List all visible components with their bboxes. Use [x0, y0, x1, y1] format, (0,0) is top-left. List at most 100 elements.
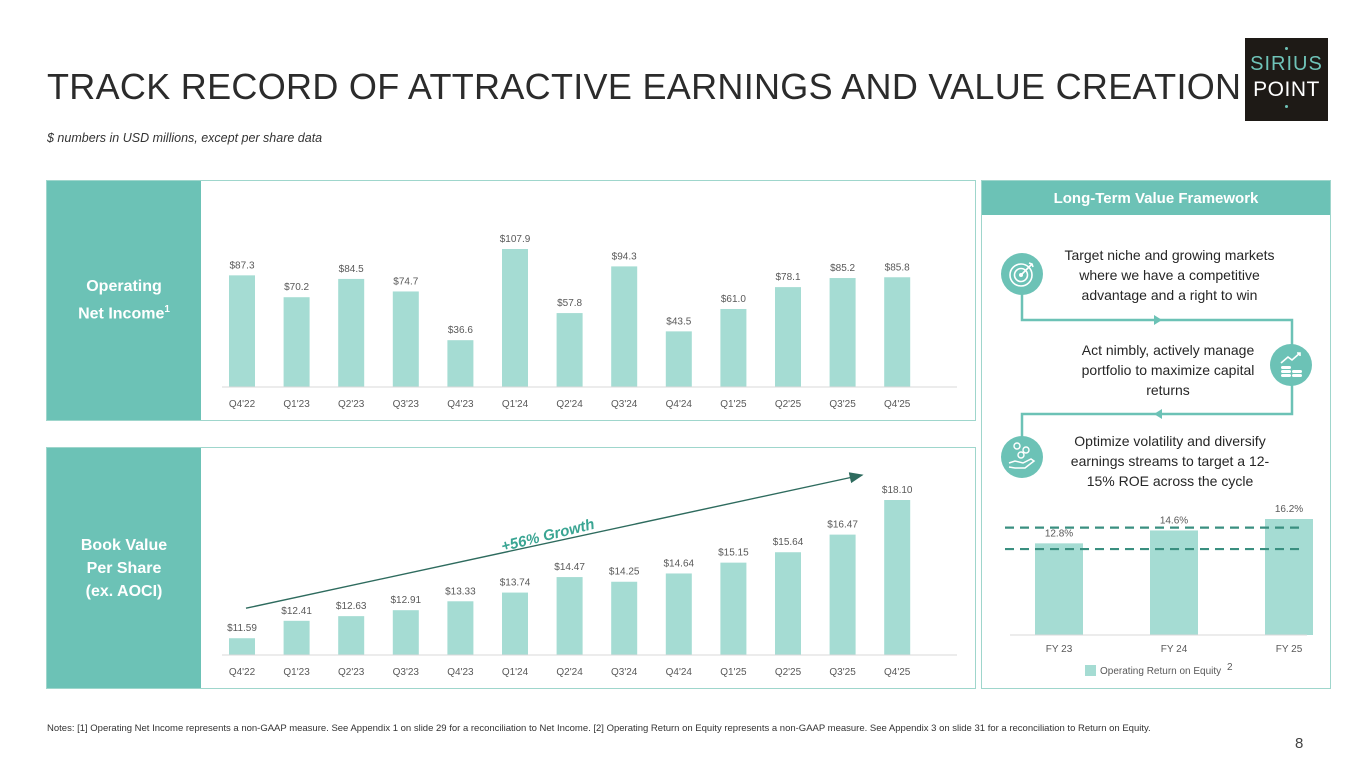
page-number: 8 [1295, 735, 1304, 752]
bar [611, 581, 638, 655]
category-label: Q4'24 [666, 667, 693, 678]
income-label-line2: Net Income [78, 305, 165, 323]
data-label: $14.25 [609, 567, 640, 578]
data-label: $107.9 [500, 234, 531, 245]
bar [556, 313, 583, 387]
data-label: $15.15 [718, 548, 749, 559]
growth-arrow [245, 472, 864, 609]
category-label: Q4'25 [884, 667, 911, 678]
category-label: Q3'24 [611, 667, 638, 678]
logo-text-bottom: POINT [1253, 78, 1320, 101]
category-label: FY 24 [1161, 644, 1188, 655]
bar [665, 331, 692, 387]
data-label: $57.8 [557, 298, 582, 309]
data-label: $14.47 [554, 562, 585, 573]
bar [502, 592, 528, 655]
category-label: FY 25 [1276, 644, 1303, 655]
bar [720, 308, 747, 387]
footnotes: Notes: [1] Operating Net Income represen… [47, 723, 1151, 734]
category-label: Q4'22 [229, 399, 256, 410]
bar [283, 297, 310, 387]
bar [1035, 543, 1083, 635]
data-label: $12.63 [336, 601, 367, 612]
category-label: Q2'25 [775, 399, 802, 410]
data-label: $87.3 [229, 260, 254, 271]
data-label: $78.1 [775, 272, 800, 283]
bar [229, 638, 255, 655]
bar [502, 249, 528, 387]
data-label: $18.10 [882, 485, 913, 496]
book-value-panel: Book Value Per Share (ex. AOCI) $11.59 Q4… [46, 447, 976, 689]
bvps-label-line3: (ex. AOCI) [85, 582, 163, 600]
framework-header: Long-Term Value Framework [982, 181, 1330, 215]
category-label: Q2'24 [556, 667, 583, 678]
book-value-label: Book Value Per Share (ex. AOCI) [47, 448, 201, 688]
operating-income-label: Operating Net Income1 [47, 181, 201, 420]
data-label: $85.8 [885, 262, 910, 273]
bar [392, 610, 419, 655]
category-label: Q2'24 [556, 399, 583, 410]
legend-label: Operating Return on Equity [1100, 666, 1221, 677]
data-label: $43.5 [666, 316, 691, 327]
data-label: $70.2 [284, 282, 309, 293]
category-label: Q3'25 [829, 667, 856, 678]
category-label: Q1'25 [720, 667, 747, 678]
bar [229, 275, 255, 387]
bar [720, 562, 747, 655]
bar [884, 500, 911, 655]
data-label: $12.41 [281, 606, 312, 617]
hand-coins-icon [1001, 436, 1043, 478]
target-icon [1001, 253, 1043, 295]
legend-footnote-marker: 2 [1227, 662, 1233, 673]
category-label: Q4'23 [447, 667, 474, 678]
category-label: Q2'23 [338, 399, 365, 410]
bvps-label-line2: Per Share [86, 559, 162, 577]
bar [447, 601, 474, 655]
data-label: 14.6% [1160, 515, 1188, 526]
bvps-label-line1: Book Value [80, 536, 168, 554]
data-label: 16.2% [1275, 504, 1303, 515]
data-label: $15.64 [773, 537, 804, 548]
growth-annotation: +56% Growth [500, 516, 597, 556]
operating-income-chart: $87.3 Q4'22 $70.2 Q1'23 $84.5 Q2'23 $74.7 Q3'23… [207, 181, 977, 422]
operating-income-panel: Operating Net Income1 $87.3 Q4'22 $70.2 Q1'… [46, 180, 976, 421]
bar [338, 616, 365, 655]
framework-item-1: Target niche and growing markets where w… [1064, 247, 1275, 303]
bar [338, 278, 365, 387]
category-label: Q1'23 [283, 667, 310, 678]
category-label: Q3'23 [393, 667, 420, 678]
book-value-chart-svg: $11.59 Q4'22 $12.41 Q1'23 $12.63 Q2'23 $12.91 Q… [222, 472, 957, 678]
bar [1150, 530, 1198, 635]
category-label: Q1'23 [283, 399, 310, 410]
logo-text-top: SIRIUS [1250, 53, 1323, 75]
data-label: $74.7 [393, 276, 418, 287]
income-label-line1: Operating [86, 278, 162, 296]
data-label: 12.8% [1045, 528, 1073, 539]
framework-item-2: Act nimbly, actively manage portfolio to… [1081, 342, 1255, 398]
data-label: $36.6 [448, 325, 473, 336]
category-label: Q4'22 [229, 667, 256, 678]
roe-chart: 12.8% FY 23 14.6% FY 24 16.2% FY 25 Operating … [982, 496, 1332, 690]
value-framework-panel: Long-Term Value Framework Target niche a… [981, 180, 1331, 689]
category-label: Q4'23 [447, 399, 474, 410]
data-label: $61.0 [721, 294, 746, 305]
category-label: Q3'24 [611, 399, 638, 410]
category-label: FY 23 [1046, 644, 1073, 655]
units-note: $ numbers in USD millions, except per sh… [47, 131, 323, 145]
page-title: TRACK RECORD OF ATTRACTIVE EARNINGS AND … [47, 66, 1242, 107]
bar [447, 340, 474, 387]
data-label: $85.2 [830, 263, 855, 274]
book-value-chart: $11.59 Q4'22 $12.41 Q1'23 $12.63 Q2'23 $12.91 Q… [207, 448, 977, 690]
bar [884, 277, 911, 387]
category-label: Q1'24 [502, 667, 529, 678]
category-label: Q1'25 [720, 399, 747, 410]
company-logo: SIRIUS POINT [1245, 38, 1328, 121]
bar [556, 577, 583, 655]
logo-dot-bottom [1285, 105, 1288, 108]
category-label: Q4'24 [666, 399, 693, 410]
data-label: $13.74 [500, 578, 531, 589]
category-label: Q1'24 [502, 399, 529, 410]
bar [611, 266, 638, 387]
bar [283, 620, 310, 655]
operating-income-chart-svg: $87.3 Q4'22 $70.2 Q1'23 $84.5 Q2'23 $74.7 Q3'23… [222, 234, 957, 410]
